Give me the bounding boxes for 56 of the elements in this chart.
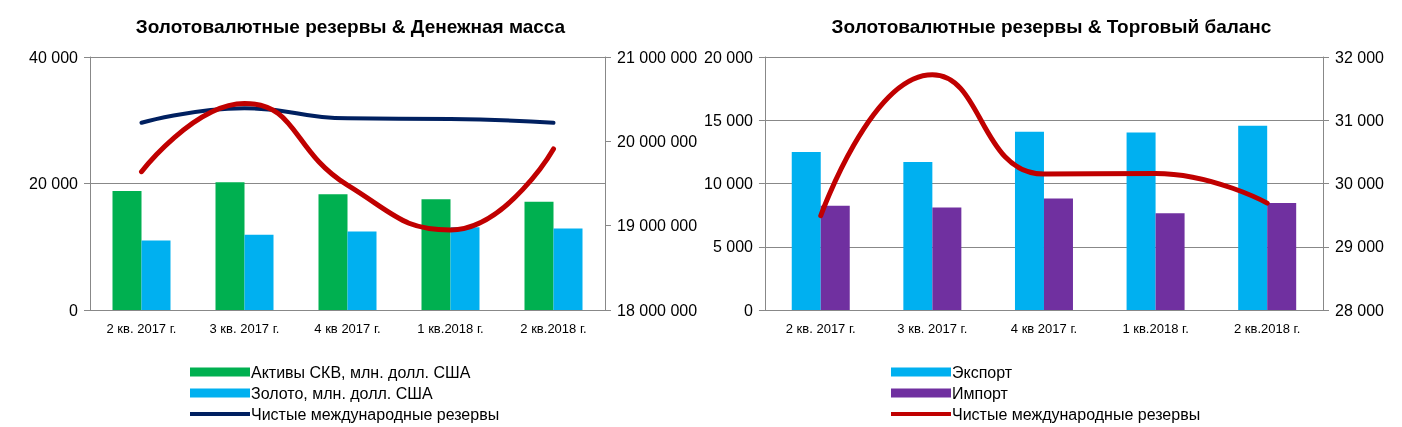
legend-label: Активы СКВ, млн. долл. США: [251, 363, 471, 381]
x-tick-label: 2 кв. 2017 г.: [785, 321, 856, 336]
bar: [112, 191, 142, 310]
x-tick-label: 3 кв. 2017 г.: [209, 321, 280, 336]
x-tick-label: 4 кв 2017 г.: [1010, 321, 1078, 336]
bar: [450, 227, 480, 310]
bar: [1267, 203, 1297, 310]
y-tick-label: 0: [744, 301, 754, 319]
y2-tick-label: 28 000: [1335, 301, 1385, 319]
x-tick-label: 2 кв.2018 г.: [1234, 321, 1301, 336]
bar: [903, 162, 933, 310]
bar: [1126, 132, 1156, 310]
bar: [553, 228, 583, 310]
y-tick-label: 5 000: [712, 238, 754, 256]
y2-tick-label: 29 000: [1335, 238, 1385, 256]
legend-label: Чистые международные резервы: [251, 405, 500, 423]
x-tick-label: 1 кв.2018 г.: [417, 321, 484, 336]
bar: [141, 240, 171, 310]
x-tick-label: 1 кв.2018 г.: [1122, 321, 1189, 336]
bar: [524, 201, 554, 310]
y2-tick-label: 31 000: [1335, 111, 1385, 129]
bar: [1014, 131, 1044, 310]
legend-label: Чистые международные резервы: [952, 405, 1201, 423]
y2-tick-label: 20 000 000: [617, 132, 698, 150]
chart-title: Золотовалютные резервы & Торговый баланс: [831, 16, 1272, 37]
y-tick-label: 20 000: [29, 175, 79, 192]
x-tick-label: 2 кв. 2017 г.: [106, 321, 177, 336]
bar: [1043, 198, 1073, 310]
y2-tick-label: 30 000: [1335, 175, 1385, 192]
y-tick-label: 40 000: [29, 48, 79, 66]
bar: [791, 151, 821, 310]
y-tick-label: 20 000: [704, 48, 754, 66]
bar: [215, 182, 245, 310]
legend-label: Золото, млн. долл. США: [251, 384, 433, 402]
bar: [820, 205, 850, 310]
y2-tick-label: 18 000 000: [617, 301, 698, 319]
y-tick-label: 10 000: [704, 175, 754, 192]
x-tick-label: 3 кв. 2017 г.: [897, 321, 968, 336]
y2-tick-label: 19 000 000: [617, 217, 698, 235]
chart-title: Золотовалютные резервы & Денежная масса: [135, 16, 566, 37]
bar: [1238, 125, 1268, 310]
bar: [347, 231, 377, 310]
bar: [932, 207, 962, 310]
legend-label: Импорт: [952, 384, 1009, 402]
line-series: [139, 106, 556, 125]
bar: [421, 199, 451, 310]
y2-tick-label: 21 000 000: [617, 48, 698, 66]
bar: [1155, 213, 1185, 310]
x-tick-label: 4 кв 2017 г.: [314, 321, 381, 336]
y-tick-label: 15 000: [704, 111, 754, 129]
x-tick-label: 2 кв.2018 г.: [520, 321, 587, 336]
bar: [318, 194, 348, 310]
y-tick-label: 0: [69, 301, 79, 319]
bar: [244, 234, 274, 310]
legend-label: Экспорт: [952, 363, 1013, 381]
y2-tick-label: 32 000: [1335, 48, 1385, 66]
